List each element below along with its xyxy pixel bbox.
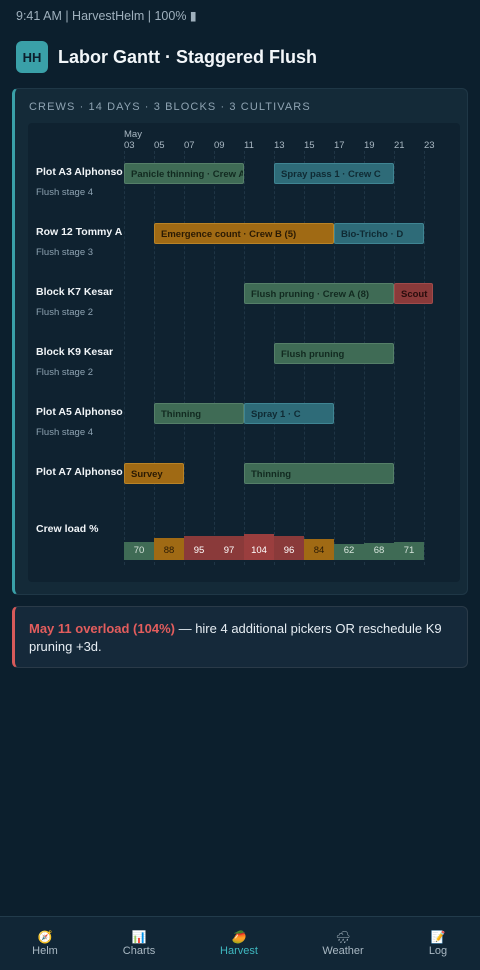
tab-weather[interactable]: 🌧 Weather [303,917,383,970]
row-sublabel: Flush stage 3 [36,247,94,258]
harvest-icon: 🥭 [231,930,247,944]
crew-load-cell: 62 [334,544,364,560]
task-bar[interactable]: Flush pruning · Crew A (8) [244,283,394,304]
alert-highlight: May 11 overload (104%) [29,621,175,636]
crew-load-cell: 95 [184,536,214,560]
crew-load-cell: 70 [124,542,154,560]
row-sublabel: Flush stage 2 [36,307,94,318]
grid-line [394,151,395,565]
crew-load-value: 97 [223,545,235,556]
tab-bar: 🧭 Helm 📊 Charts 🥭 Harvest 🌧 Weather 📝 Log [0,916,480,970]
row-label: Block K7 Kesar [36,286,114,298]
log-icon: 📝 [430,930,446,944]
task-bar[interactable]: Emergence count · Crew B (5) [154,223,334,244]
x-tick-label: 15 [304,140,315,151]
crew-load-cell: 71 [394,542,424,560]
grid-line [154,151,155,565]
x-tick-label: 09 [214,140,225,151]
tab-harvest[interactable]: 🥭 Harvest [199,917,279,970]
row-label: Plot A3 Alphonso [36,166,123,178]
tab-helm[interactable]: 🧭 Helm [5,917,85,970]
grid-line [424,151,425,565]
grid-line [184,151,185,565]
page-title: Labor Gantt · Staggered Flush [58,46,318,67]
x-tick-label: 17 [334,140,345,151]
grid-line [124,151,125,565]
x-tick-label: 13 [274,140,285,151]
x-tick-label: 23 [424,140,435,151]
row-label: Row 12 Tommy A [36,226,123,238]
x-tick-label: 19 [364,140,375,151]
app-logo: HH [16,41,48,73]
row-label: Plot A7 Alphonso [36,466,123,478]
gantt-card: CREWS · 14 DAYS · 3 BLOCKS · 3 CULTIVARS… [12,88,468,595]
task-bar[interactable]: Thinning [244,463,394,484]
row-label: Plot A5 Alphonso [36,406,123,418]
gantt-chart: May 03 05 07 09 11 13 15 17 19 21 23 Plot A3 Alphons… [28,123,460,582]
overload-alert: May 11 overload (104%) — hire 4 addition… [12,606,468,668]
weather-icon: 🌧 [335,930,351,944]
crew-load-value: 62 [343,545,355,556]
task-bar[interactable]: Thinning [154,403,244,424]
crew-load-cell: 68 [364,543,394,560]
task-bar[interactable]: Panicle thinning · Crew A (8) [124,163,244,184]
task-bar[interactable]: Spray pass 1 · Crew C [274,163,394,184]
crew-load-cell: 88 [154,538,184,560]
grid-line [214,151,215,565]
row-label: Block K9 Kesar [36,346,114,358]
task-bar[interactable]: Spray 1 · C [244,403,334,424]
tab-charts[interactable]: 📊 Charts [99,917,179,970]
tab-label: Helm [32,945,58,957]
crew-load-cell: 97 [214,536,244,560]
task-bar[interactable]: Survey [124,463,184,484]
x-tick-label: 05 [154,140,165,151]
tab-label: Charts [122,945,156,957]
x-tick-label: 07 [184,140,195,151]
task-bar[interactable]: Flush pruning [274,343,394,364]
crew-load-value: 104 [251,545,267,556]
tab-log[interactable]: 📝 Log [398,917,478,970]
row-sublabel: Flush stage 4 [36,427,94,438]
crew-load-label: Crew load % [36,523,99,535]
crew-load-value: 84 [313,545,325,556]
helm-icon: 🧭 [37,930,53,944]
grid-line [244,151,245,565]
crew-load-value: 71 [403,545,415,556]
card-label: CREWS · 14 DAYS · 3 BLOCKS · 3 CULTIVARS [29,101,311,113]
crew-load-value: 68 [373,545,385,556]
tab-label: Log [428,945,448,957]
crew-load-value: 95 [193,545,205,556]
task-bar[interactable]: Scout [394,283,433,304]
x-tick-label: 11 [244,140,254,151]
tab-label: Weather [322,945,364,957]
crew-load-value: 96 [283,545,295,556]
crew-load-cell: 96 [274,536,304,560]
crew-load-value: 88 [163,545,175,556]
crew-load-cell: 104 [244,534,274,560]
crew-load-value: 70 [133,545,145,556]
x-month-label: May [124,129,142,140]
status-bar: 9:41 AM | HarvestHelm | 100% ▮ [16,9,197,23]
header: HH Labor Gantt · Staggered Flush [16,41,317,73]
tab-label: Harvest [220,945,258,957]
task-bar[interactable]: Bio-Tricho · D [334,223,424,244]
charts-icon: 📊 [131,930,147,944]
row-sublabel: Flush stage 2 [36,367,94,378]
row-sublabel: Flush stage 4 [36,187,94,198]
x-tick-label: 21 [394,140,405,151]
x-tick-label: 03 [124,140,135,151]
alert-text: — hire 4 additional pickers OR reschedul… [29,621,442,654]
crew-load-cell: 84 [304,539,334,560]
